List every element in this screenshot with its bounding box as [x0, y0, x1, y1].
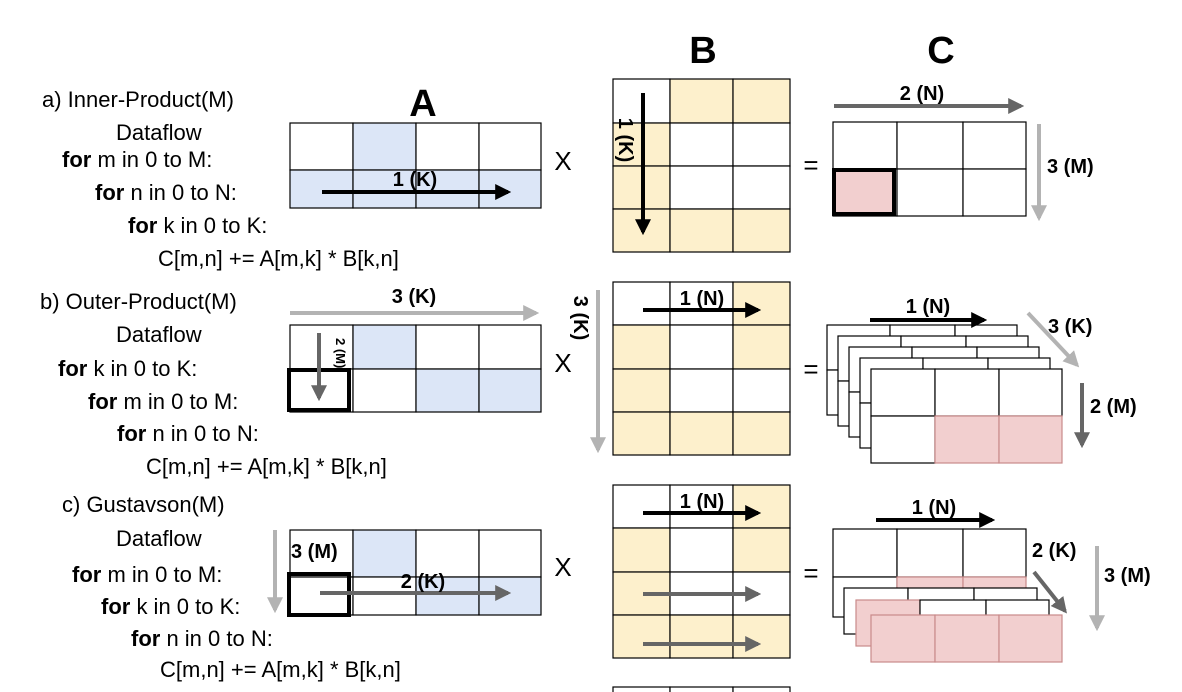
label-a-outer-m: 2 (M) [333, 338, 348, 368]
stack-layer-front [870, 368, 1063, 464]
subheading-inner-product: Dataflow [116, 120, 202, 145]
stack-layer-front [870, 614, 1063, 663]
matrix-b-inner [612, 78, 791, 253]
label-c-outer-m: 2 (M) [1090, 396, 1137, 418]
loop-line-3: for k in 0 to K: [128, 213, 267, 238]
loop-line-1: for m in 0 to M: [62, 147, 212, 172]
matrix-a-gustavson [289, 529, 542, 616]
matrix-b-gustavson [612, 484, 791, 659]
heading-outer-product: b) Outer-Product(M) [40, 289, 237, 314]
title-matrix-b: B [689, 30, 716, 72]
c-highlight-cell [832, 168, 896, 216]
loop-line-3: for n in 0 to N: [117, 421, 259, 446]
subheading-outer-product: Dataflow [116, 322, 202, 347]
label-a-gus-m: 3 (M) [291, 541, 338, 563]
label-c-inner-n: 2 (N) [900, 83, 944, 105]
title-matrix-c: C [927, 30, 954, 72]
label-c-outer-k: 3 (K) [1048, 316, 1092, 338]
equals-operator: = [803, 558, 818, 588]
subheading-gustavson: Dataflow [116, 526, 202, 551]
matrix-b-next-partial [612, 686, 791, 692]
statement-line: C[m,n] += A[m,k] * B[k,n] [146, 454, 387, 479]
times-operator: X [554, 146, 571, 176]
title-matrix-a: A [409, 83, 436, 125]
matrix-c-outer-stack [826, 324, 1063, 464]
loop-line-2: for k in 0 to K: [101, 594, 240, 619]
label-b-outer-n: 1 (N) [680, 288, 724, 310]
label-b-outer-k: 3 (K) [569, 296, 591, 340]
label-a-outer-k: 3 (K) [392, 286, 436, 308]
label-a-inner-k: 1 (K) [393, 169, 437, 191]
label-c-gus-n: 1 (N) [912, 497, 956, 519]
label-c-outer-n: 1 (N) [906, 296, 950, 318]
arrow-c-gus-k [1032, 570, 1067, 614]
matrix-a-inner [289, 122, 542, 209]
loop-line-3: for n in 0 to N: [131, 626, 273, 651]
label-a-gus-k: 2 (K) [401, 571, 445, 593]
loop-line-2: for n in 0 to N: [95, 180, 237, 205]
statement-line: C[m,n] += A[m,k] * B[k,n] [160, 657, 401, 682]
section-outer-product: b) Outer-Product(M) Dataflow for k in 0 … [40, 281, 1137, 479]
label-b-gus-n: 1 (N) [680, 491, 724, 513]
section-inner-product: a) Inner-Product(M) Dataflow for m in 0 … [42, 78, 1094, 271]
equals-operator: = [803, 150, 818, 180]
loop-line-2: for m in 0 to M: [88, 389, 238, 414]
matrix-a-outer [289, 324, 542, 413]
loop-line-1: for k in 0 to K: [58, 356, 197, 381]
heading-inner-product: a) Inner-Product(M) [42, 87, 234, 112]
heading-gustavson: c) Gustavson(M) [62, 492, 225, 517]
matrix-c-gustavson [832, 528, 1063, 663]
section-gustavson: c) Gustavson(M) Dataflow for m in 0 to M… [62, 484, 1151, 682]
times-operator: X [554, 552, 571, 582]
equals-operator: = [803, 354, 818, 384]
label-c-inner-m: 3 (M) [1047, 156, 1094, 178]
loop-line-1: for m in 0 to M: [72, 562, 222, 587]
arrow-c-outer-k [1026, 311, 1080, 368]
label-b-inner-k: 1 (K) [614, 118, 636, 162]
statement-line: C[m,n] += A[m,k] * B[k,n] [158, 246, 399, 271]
label-c-gus-m: 3 (M) [1104, 565, 1151, 587]
times-operator: X [554, 348, 571, 378]
matrix-b-outer [612, 281, 791, 456]
label-c-gus-k: 2 (K) [1032, 540, 1076, 562]
